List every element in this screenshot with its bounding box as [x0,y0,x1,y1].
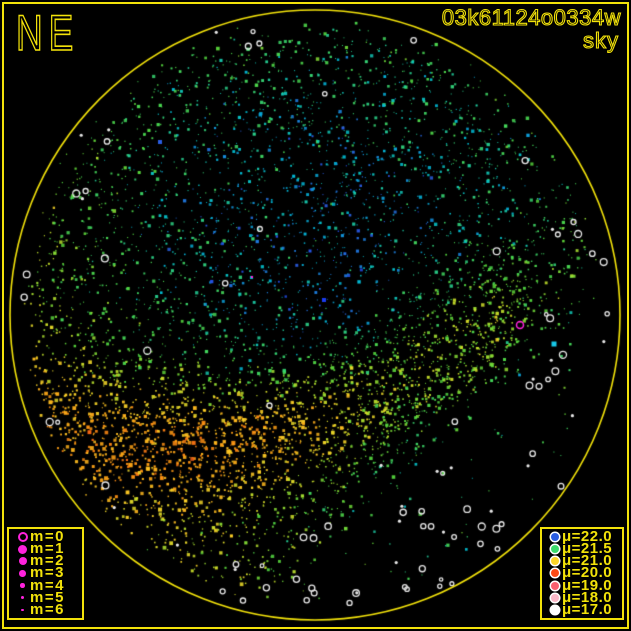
magnitude-label: m=6 [30,600,65,618]
brightness-marker-icon [550,593,559,602]
brightness-marker-icon [550,545,559,554]
legend-row: μ=19.0 [547,576,622,594]
brightness-marker-icon [550,533,559,542]
brightness-label: μ=22.0 [562,528,613,546]
legend-row: m=3 [15,564,82,582]
magnitude-label: m=4 [30,576,65,594]
brightness-marker-icon [550,569,559,578]
legend-row: μ=17.0 [547,600,622,618]
legend-row: m=0 [15,528,82,546]
magnitude-label: m=2 [30,552,65,570]
brightness-label: μ=18.0 [562,588,613,606]
brightness-marker-icon [550,581,559,590]
magnitude-legend: m=0 m=1 m=2 m=3 m=4 m=5 m=6 [7,527,84,620]
magnitude-marker-icon [20,583,25,588]
sky-brightness-legend: μ=22.0 μ=21.5 μ=21.0 μ=20.0 μ=19.0 μ=18.… [540,527,624,620]
legend-row: μ=20.0 [547,564,622,582]
plot-subtitle: sky [582,27,619,53]
brightness-label: μ=21.5 [562,540,613,558]
legend-row: μ=18.0 [547,588,622,606]
legend-row: μ=21.5 [547,540,622,558]
brightness-marker-icon [550,557,559,566]
legend-row: m=1 [15,540,82,558]
plot-title: 03k61124o0334w [441,4,621,30]
magnitude-label: m=3 [30,564,65,582]
magnitude-marker-icon [19,570,26,577]
magnitude-marker-icon [17,532,28,543]
legend-row: m=6 [15,600,82,618]
legend-row: μ=22.0 [547,528,622,546]
magnitude-marker-icon [18,557,27,566]
legend-row: m=5 [15,588,82,606]
legend-row: m=4 [15,576,82,594]
magnitude-label: m=5 [30,588,65,606]
magnitude-label: m=0 [30,528,65,546]
magnitude-marker-icon [21,596,24,600]
brightness-label: μ=19.0 [562,576,613,594]
brightness-label: μ=20.0 [562,564,613,582]
brightness-label: μ=17.0 [562,600,613,618]
orientation-label: NE [15,4,80,62]
legend-row: μ=21.0 [547,552,622,570]
brightness-marker-icon [550,605,559,614]
brightness-label: μ=21.0 [562,552,613,570]
magnitude-marker-icon [18,544,27,554]
magnitude-label: m=1 [30,540,65,558]
legend-row: m=2 [15,552,82,570]
magnitude-marker-icon [21,608,24,611]
